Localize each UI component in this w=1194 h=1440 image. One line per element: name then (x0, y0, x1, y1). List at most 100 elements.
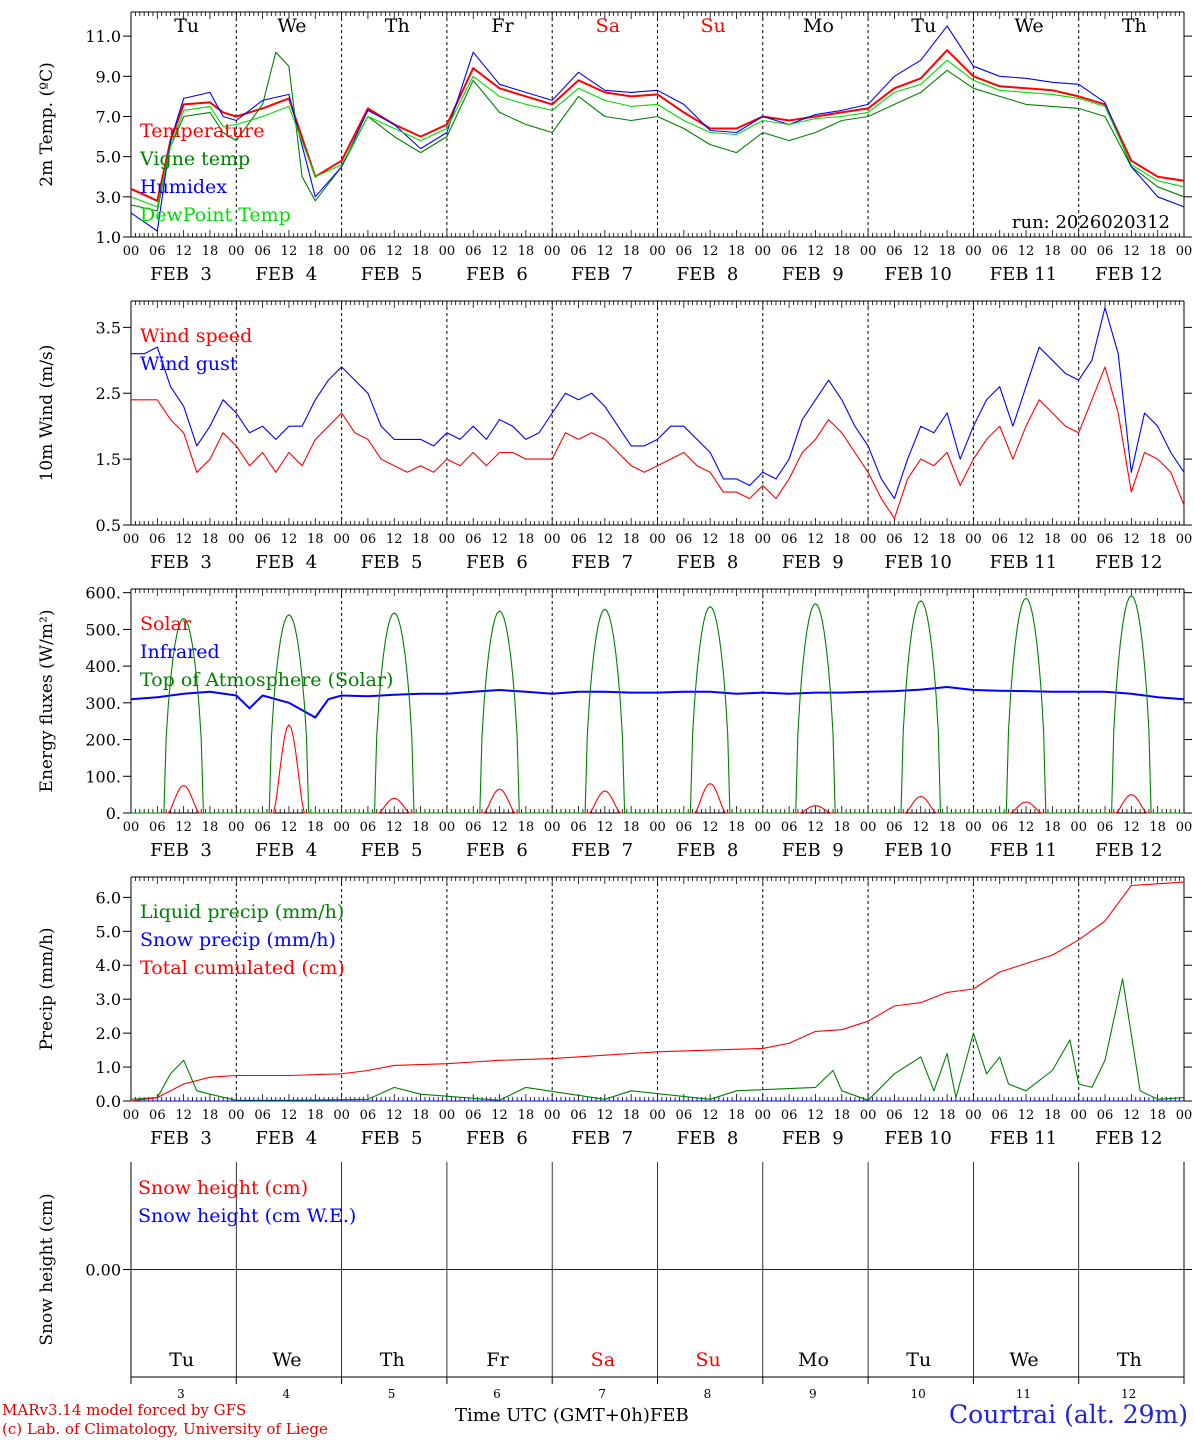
hour-tick-label: 18 (834, 820, 851, 835)
y-tick-label: 0. (106, 804, 121, 823)
series-line-liquid-precip-mm-h (130, 978, 1185, 1101)
hour-tick-label: 18 (728, 1108, 745, 1123)
weekday-label-bottom: Su (696, 1349, 721, 1371)
hour-tick-label: 18 (939, 1108, 956, 1123)
y-axis-label: Energy fluxes (W/m²) (37, 610, 57, 793)
y-tick-label: 7.0 (96, 107, 121, 126)
y-tick-label: 3.0 (96, 188, 121, 207)
hour-tick-label: 00 (1176, 532, 1193, 547)
hour-tick-label: 12 (491, 244, 508, 259)
hour-tick-label: 12 (386, 532, 403, 547)
hour-tick-label: 12 (807, 820, 824, 835)
legend-entry: Solar (140, 613, 192, 635)
hour-tick-label: 06 (570, 820, 587, 835)
weekday-label-bottom: We (272, 1349, 301, 1371)
date-label: FEB 12 (1095, 1128, 1162, 1149)
hour-tick-label: 18 (728, 820, 745, 835)
model-credit: MARv3.14 model forced by GFS (2, 1401, 247, 1419)
hour-tick-label: 18 (202, 532, 219, 547)
date-label: FEB 4 (255, 840, 317, 861)
y-tick-label: 1.5 (96, 450, 121, 469)
series-line-dewpoint-temp (130, 59, 1185, 208)
date-label: FEB 7 (571, 264, 633, 285)
day-number: 4 (282, 1387, 290, 1401)
date-label: FEB 10 (884, 264, 951, 285)
y-tick-label: 6.0 (96, 888, 121, 907)
date-label: FEB 6 (466, 1128, 528, 1149)
hour-tick-label: 12 (1018, 820, 1035, 835)
hour-tick-label: 06 (1097, 820, 1114, 835)
weekday-label-top: Tu (911, 15, 936, 37)
hour-tick-label: 12 (912, 1108, 929, 1123)
hour-tick-label: 18 (307, 1108, 324, 1123)
weekday-label-bottom: Tu (906, 1349, 931, 1371)
hour-tick-label: 00 (649, 1108, 666, 1123)
hour-tick-label: 00 (1176, 244, 1193, 259)
weekday-label-top: Sa (596, 15, 620, 37)
time-axis-month: FEB (649, 1405, 689, 1426)
hour-tick-label: 06 (149, 1108, 166, 1123)
hour-tick-label: 06 (570, 532, 587, 547)
hour-tick-label: 06 (991, 820, 1008, 835)
hour-tick-label: 00 (333, 244, 350, 259)
day-number: 8 (704, 1387, 712, 1401)
weekday-label-bottom: Mo (798, 1349, 829, 1371)
hour-tick-label: 06 (254, 532, 271, 547)
hour-tick-label: 12 (175, 532, 192, 547)
series-line-infrared (130, 686, 1185, 719)
hour-tick-label: 12 (597, 244, 614, 259)
legend-entry: Total cumulated (cm) (140, 957, 345, 979)
hour-tick-label: 18 (939, 820, 956, 835)
hour-tick-label: 06 (1097, 532, 1114, 547)
legend-entry: Infrared (140, 641, 220, 663)
hour-tick-label: 12 (1123, 1108, 1140, 1123)
hour-tick-label: 00 (755, 820, 772, 835)
hour-tick-label: 06 (360, 532, 377, 547)
hour-tick-label: 18 (202, 1108, 219, 1123)
hour-tick-label: 06 (886, 1108, 903, 1123)
hour-tick-label: 18 (1149, 1108, 1166, 1123)
legend-entry: Vigne temp (139, 148, 250, 170)
hour-tick-label: 00 (1070, 244, 1087, 259)
hour-tick-label: 18 (623, 1108, 640, 1123)
hour-tick-label: 00 (860, 532, 877, 547)
hour-tick-label: 18 (202, 244, 219, 259)
hour-tick-label: 18 (623, 244, 640, 259)
date-label: FEB 4 (255, 552, 317, 573)
hour-tick-label: 06 (676, 532, 693, 547)
legend-entry: Snow precip (mm/h) (140, 929, 336, 951)
hour-tick-label: 00 (228, 820, 245, 835)
y-tick-label: 0.0 (96, 1092, 121, 1111)
hour-tick-label: 00 (333, 1108, 350, 1123)
hour-tick-label: 12 (281, 1108, 298, 1123)
hour-tick-label: 06 (676, 244, 693, 259)
hour-tick-label: 12 (597, 820, 614, 835)
hour-tick-label: 06 (991, 532, 1008, 547)
y-axis-label: 2m Temp. (ºC) (37, 62, 57, 187)
hour-tick-label: 12 (491, 820, 508, 835)
date-label: FEB 3 (150, 552, 212, 573)
hour-tick-label: 18 (1149, 244, 1166, 259)
hour-tick-label: 12 (386, 1108, 403, 1123)
weekday-label-top: Th (1122, 15, 1147, 37)
weekday-label-top: Tu (174, 15, 199, 37)
hour-tick-label: 12 (1018, 244, 1035, 259)
hour-tick-label: 18 (412, 244, 429, 259)
hour-tick-label: 00 (228, 532, 245, 547)
hour-tick-label: 06 (886, 244, 903, 259)
hour-tick-label: 12 (281, 532, 298, 547)
day-number: 10 (910, 1387, 925, 1401)
legend-entry: Wind speed (140, 325, 252, 347)
hour-tick-label: 18 (518, 820, 535, 835)
hour-tick-label: 12 (912, 244, 929, 259)
hour-tick-label: 18 (1149, 820, 1166, 835)
date-label: FEB 8 (677, 552, 739, 573)
weekday-label-bottom: Th (380, 1349, 405, 1371)
station-name: Courtrai (alt. 29m) (949, 1400, 1188, 1429)
weekday-label-bottom: We (1009, 1349, 1038, 1371)
date-label: FEB 3 (150, 1128, 212, 1149)
weekday-label-bottom: Tu (169, 1349, 194, 1371)
date-label: FEB 10 (884, 552, 951, 573)
y-tick-label: 3.5 (96, 318, 121, 337)
y-tick-label: 4.0 (96, 956, 121, 975)
